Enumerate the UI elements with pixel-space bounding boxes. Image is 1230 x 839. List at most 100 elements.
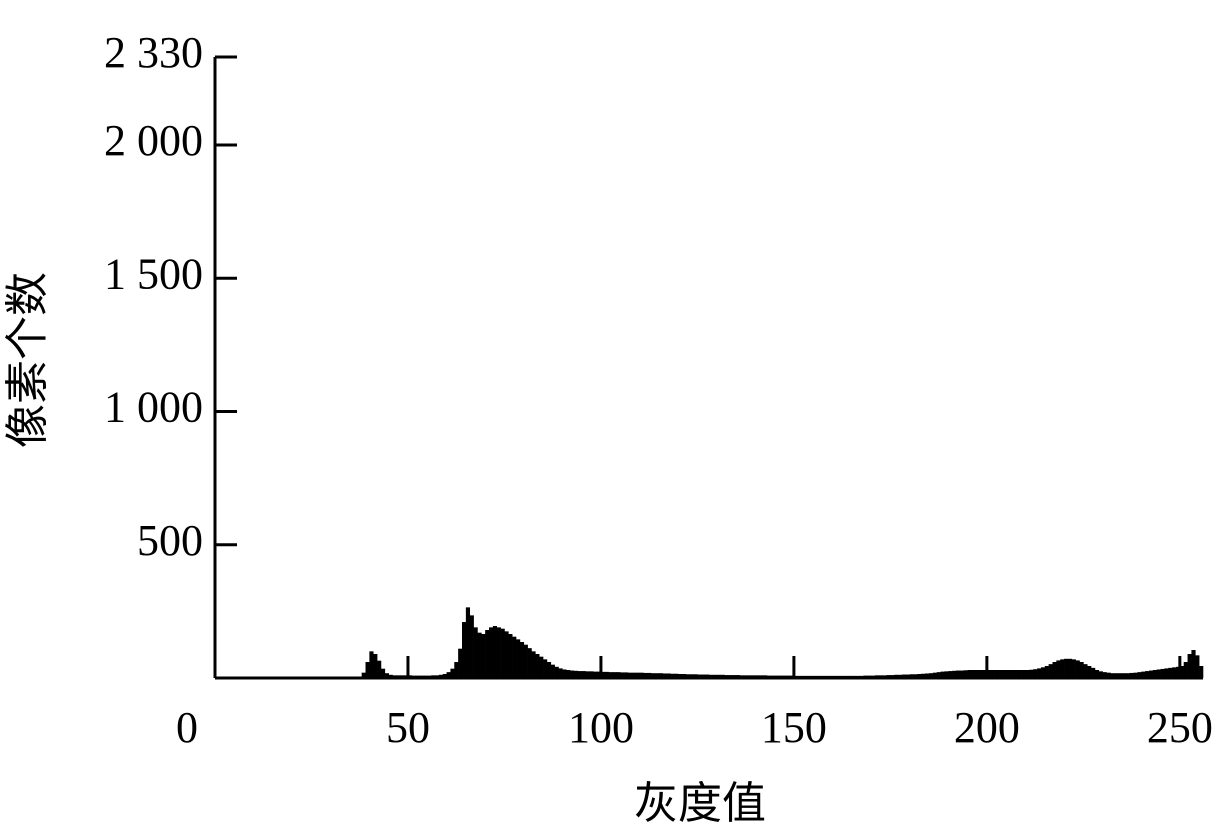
bar [508, 634, 513, 678]
bar [438, 674, 444, 678]
bar [1129, 672, 1134, 678]
bar [554, 666, 559, 678]
bar [1064, 658, 1069, 678]
bar [1083, 664, 1088, 678]
bar [1079, 662, 1084, 678]
bar [1106, 672, 1111, 678]
bar [635, 672, 640, 678]
y-axis-title: 像素个数 [3, 272, 52, 448]
bar [705, 674, 710, 678]
bar [685, 674, 691, 678]
bar [1179, 666, 1185, 678]
bar [361, 672, 366, 678]
x-tick-label: 150 [761, 703, 827, 752]
bar [543, 659, 548, 678]
bar [983, 670, 988, 678]
bar [485, 630, 490, 678]
bar [967, 670, 972, 678]
bar [512, 636, 517, 678]
bar [477, 632, 482, 678]
bar [546, 662, 552, 678]
bar [373, 654, 378, 678]
bar [570, 670, 575, 678]
bar [577, 671, 582, 678]
bar [693, 674, 698, 678]
bar [380, 668, 386, 678]
bar [944, 671, 949, 678]
bar [462, 622, 467, 678]
bar [531, 651, 536, 678]
bar [647, 672, 652, 678]
bar [516, 639, 521, 678]
bar [666, 673, 671, 678]
bar [1091, 667, 1096, 678]
bar [454, 662, 459, 678]
bar [1006, 670, 1011, 678]
x-tick-label: 0 [176, 703, 198, 752]
bar [913, 674, 918, 678]
bar [612, 672, 617, 678]
bar [1164, 668, 1169, 678]
bar [1187, 654, 1192, 678]
bar [986, 670, 992, 678]
bar [1114, 673, 1119, 678]
bar [500, 628, 505, 678]
bar [701, 674, 706, 678]
bar [384, 673, 389, 678]
bar [971, 670, 976, 678]
bar [597, 671, 602, 678]
bar [504, 631, 509, 678]
y-tick-label: 500 [137, 516, 203, 565]
bar [469, 615, 474, 678]
bar [600, 671, 606, 678]
bar [1121, 673, 1127, 678]
bar [1002, 670, 1007, 678]
bar [481, 634, 486, 678]
bar [593, 671, 598, 678]
bar [1137, 672, 1142, 678]
bar [952, 670, 957, 678]
bar [932, 672, 938, 678]
bar [566, 670, 571, 678]
y-tick-label: 2 330 [104, 28, 203, 77]
bar [948, 671, 953, 678]
bar [631, 672, 636, 678]
bar [1040, 667, 1046, 678]
bar [940, 671, 945, 678]
bar [1118, 673, 1123, 678]
bar [909, 674, 914, 678]
bar [519, 642, 525, 678]
bar [1110, 673, 1115, 678]
bar [994, 670, 999, 678]
bar [604, 671, 609, 678]
x-tick-label: 100 [568, 703, 634, 752]
bar [369, 651, 374, 678]
bar [959, 670, 965, 678]
bar [1172, 667, 1177, 678]
bar [1183, 662, 1188, 678]
bar [581, 671, 586, 678]
bar [616, 672, 621, 678]
bar [901, 674, 907, 678]
bar [1094, 670, 1100, 678]
bar [898, 674, 903, 678]
bar [1060, 659, 1065, 678]
bar [1075, 660, 1080, 678]
bar [558, 668, 563, 678]
x-tick-label: 200 [954, 703, 1020, 752]
bar [1199, 666, 1204, 678]
bar [539, 656, 544, 678]
bar [716, 674, 721, 678]
bar [627, 672, 633, 678]
bar [573, 670, 579, 678]
bar [1021, 670, 1026, 678]
bar [1017, 670, 1022, 678]
bar [473, 627, 478, 678]
bar [643, 672, 648, 678]
bar [496, 627, 501, 678]
bar [446, 672, 451, 678]
bar [550, 664, 555, 678]
x-tick-label: 250 [1147, 703, 1213, 752]
bar [442, 674, 447, 678]
